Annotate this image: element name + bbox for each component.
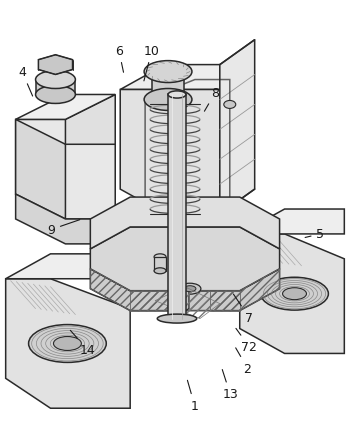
Ellipse shape <box>144 61 192 83</box>
Text: 10: 10 <box>144 45 160 82</box>
Text: 72: 72 <box>236 329 257 353</box>
Polygon shape <box>168 95 186 319</box>
Text: 8: 8 <box>205 86 220 112</box>
Polygon shape <box>175 289 189 313</box>
Text: 9: 9 <box>47 220 80 236</box>
Polygon shape <box>120 65 220 90</box>
Polygon shape <box>65 95 115 145</box>
Polygon shape <box>220 40 255 215</box>
Ellipse shape <box>168 92 186 99</box>
Polygon shape <box>152 72 184 100</box>
Ellipse shape <box>29 325 106 362</box>
Polygon shape <box>16 195 115 244</box>
Polygon shape <box>240 234 344 353</box>
Polygon shape <box>38 55 73 75</box>
Ellipse shape <box>53 337 81 350</box>
Text: 2: 2 <box>236 348 251 375</box>
Ellipse shape <box>224 101 236 109</box>
Text: 6: 6 <box>115 45 124 73</box>
Polygon shape <box>16 95 115 120</box>
Polygon shape <box>90 269 280 311</box>
Ellipse shape <box>144 89 192 111</box>
Polygon shape <box>6 254 130 279</box>
Text: 4: 4 <box>18 66 32 97</box>
Polygon shape <box>240 209 344 234</box>
Text: 7: 7 <box>233 295 253 324</box>
Text: 14: 14 <box>70 331 96 356</box>
Ellipse shape <box>157 314 197 323</box>
Text: 1: 1 <box>187 381 199 412</box>
Ellipse shape <box>179 283 201 295</box>
Polygon shape <box>36 80 75 95</box>
Polygon shape <box>120 90 220 215</box>
Ellipse shape <box>36 71 75 89</box>
Ellipse shape <box>154 254 166 260</box>
Ellipse shape <box>154 268 166 274</box>
Ellipse shape <box>283 288 306 300</box>
Polygon shape <box>90 198 280 249</box>
Ellipse shape <box>184 286 196 292</box>
Ellipse shape <box>36 86 75 104</box>
Polygon shape <box>16 120 65 219</box>
Ellipse shape <box>261 278 328 310</box>
Text: 5: 5 <box>305 228 325 241</box>
Polygon shape <box>154 257 166 271</box>
Polygon shape <box>6 279 130 408</box>
Polygon shape <box>90 227 280 291</box>
Polygon shape <box>16 120 115 219</box>
Text: 13: 13 <box>222 370 238 400</box>
